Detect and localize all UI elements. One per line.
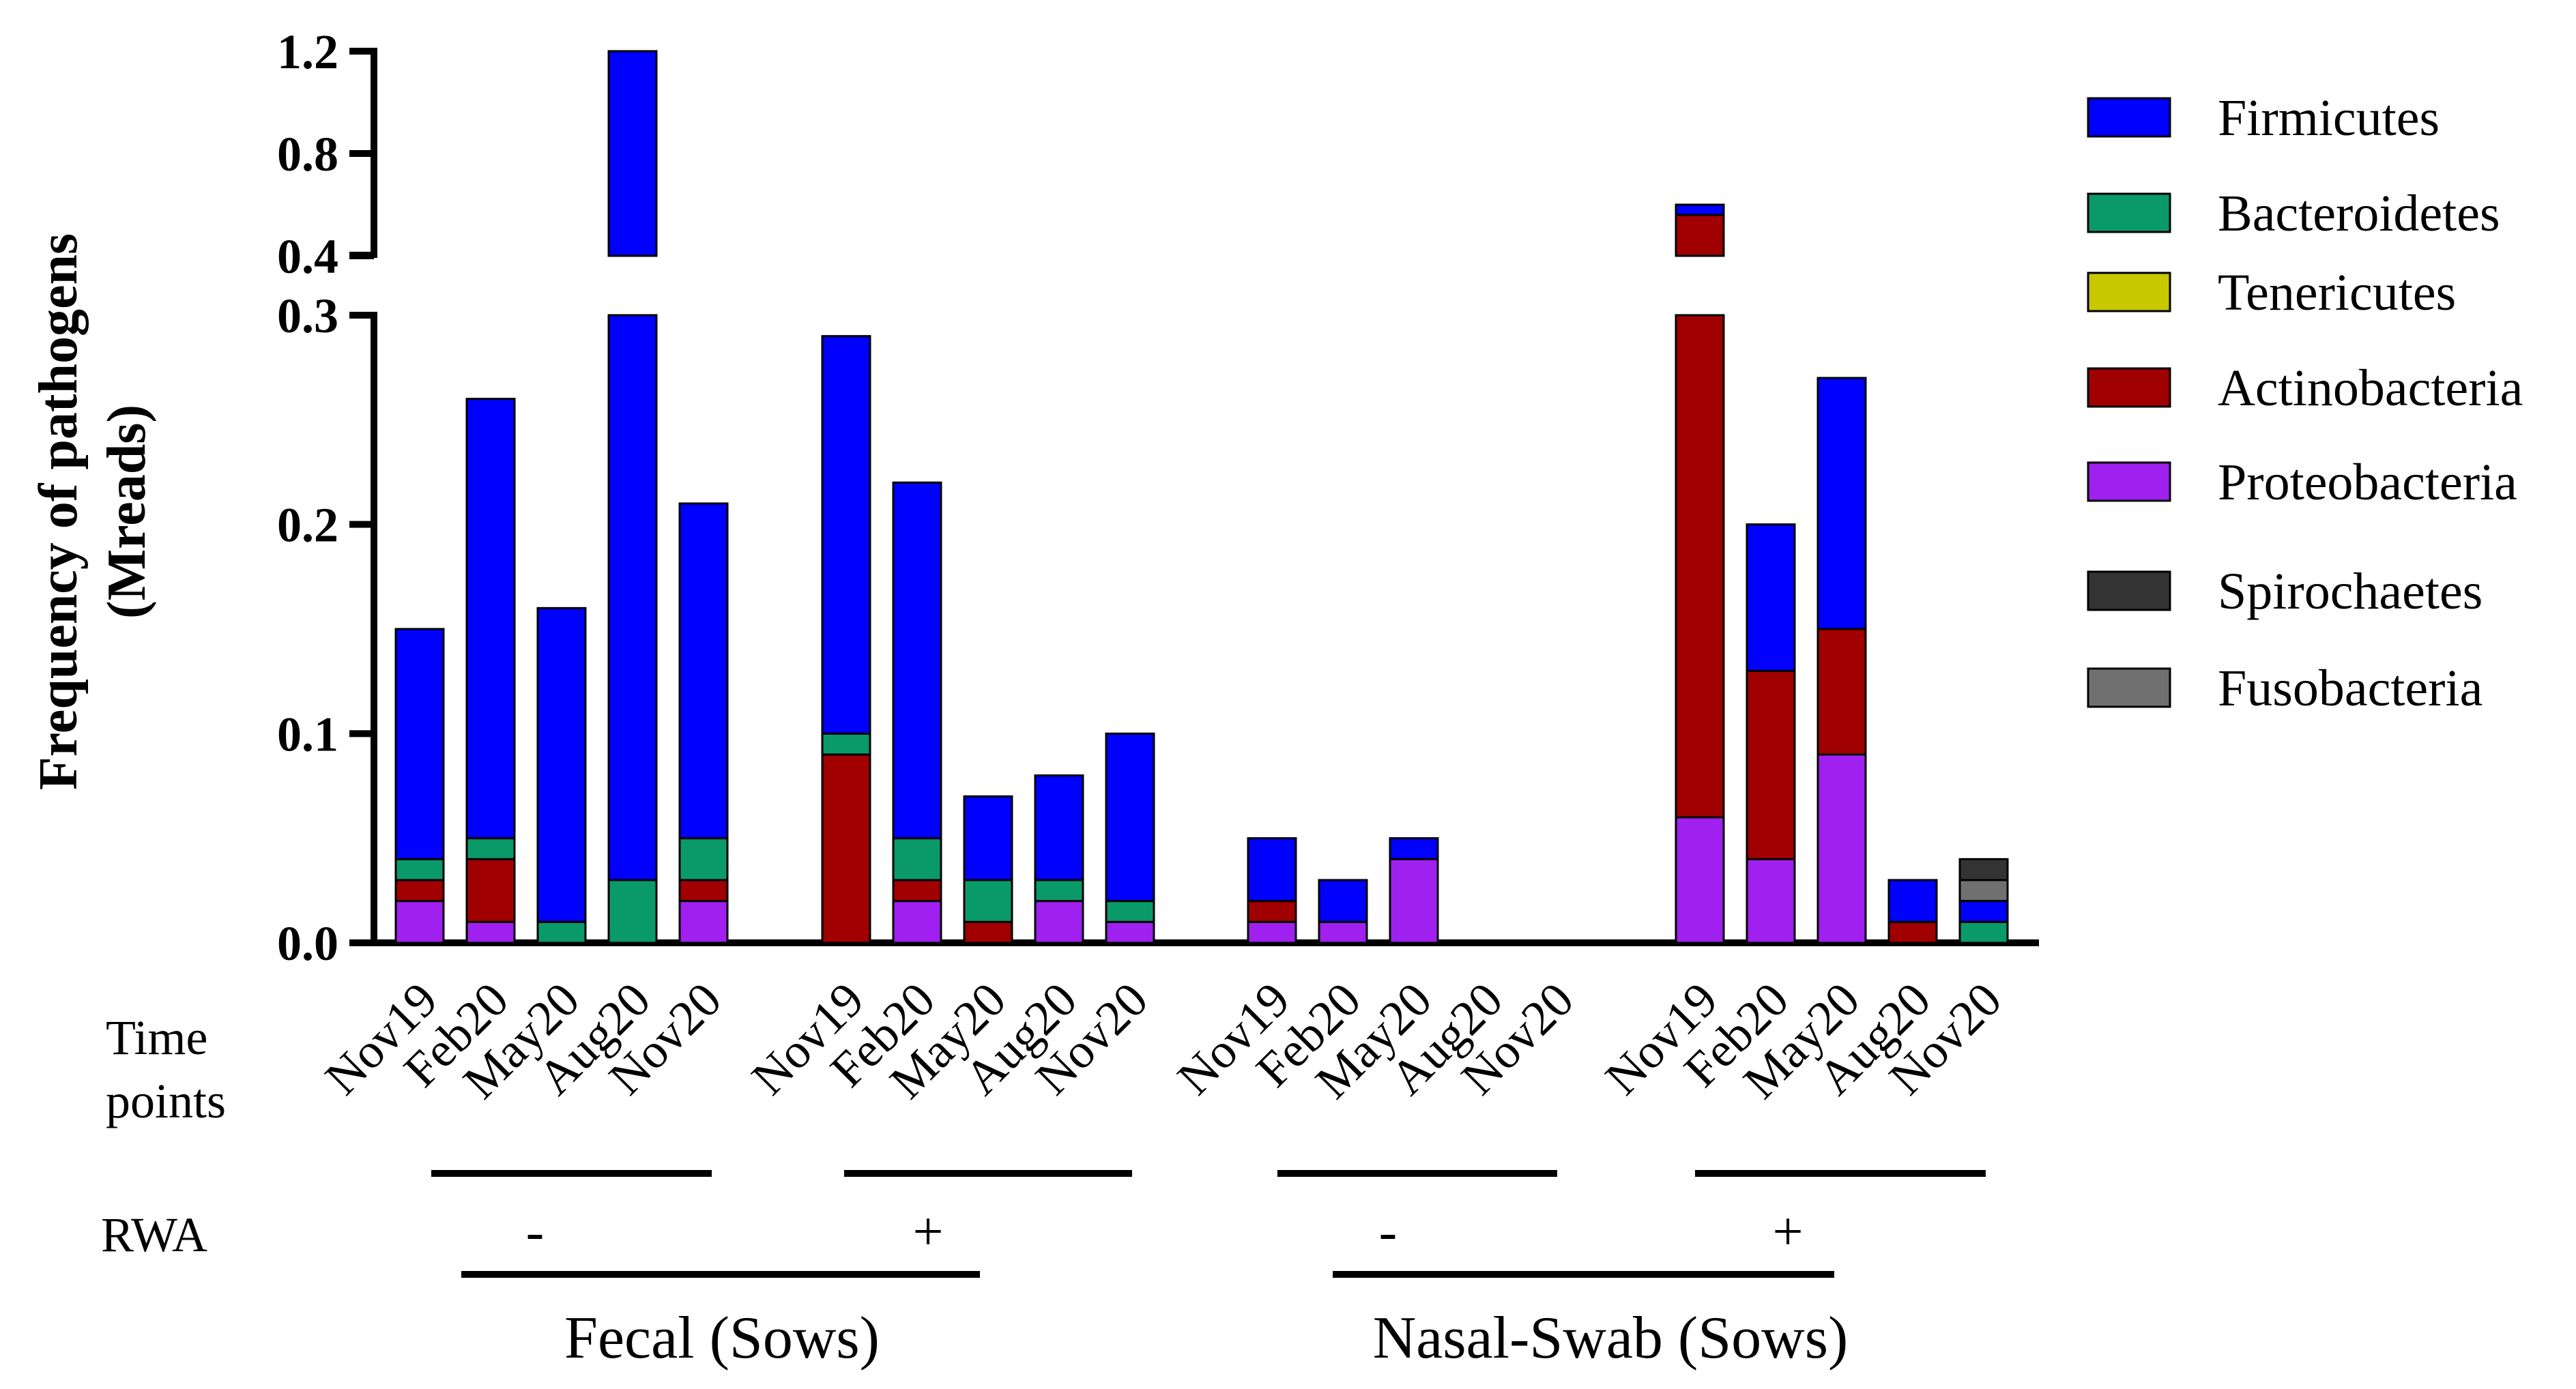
legend-swatch-actinobacteria — [2087, 367, 2171, 408]
legend-label-fusobacteria: Fusobacteria — [2218, 660, 2483, 717]
bar-segment-firmicutes-feb20 — [465, 398, 516, 840]
y-axis-label-line1: Frequency of pathogens — [29, 233, 89, 790]
legend-swatch-spirochaetes — [2087, 570, 2171, 611]
bar-segment-spirochaetes-nov20 — [1958, 858, 2009, 881]
bar-segment-proteobacteria-nov20 — [678, 900, 729, 944]
bar-segment-bacteroidetes-nov19 — [394, 858, 445, 881]
bar-segment-firmicutes-feb20 — [1746, 523, 1796, 672]
legend-swatch-firmicutes — [2087, 97, 2171, 138]
bar-segment-bacteroidetes-nov20 — [678, 837, 729, 881]
y-tick-label: 0.8 — [277, 127, 338, 181]
bar-segment-proteobacteria-feb20 — [1746, 858, 1796, 944]
y-tick-label: 0.4 — [277, 229, 338, 284]
legend-label-bacteroidetes: Bacteroidetes — [2218, 185, 2500, 242]
legend: Firmicutes Bacteroidetes Tenericutes Actino… — [2087, 89, 2523, 717]
bar-segment-actinobacteria-may20 — [1817, 628, 1867, 756]
bar-segment-proteobacteria-aug20 — [1034, 900, 1084, 944]
rwa-label: RWA — [101, 1208, 207, 1262]
bar-segment-actinobacteria-feb20 — [1746, 669, 1796, 860]
bar-segment-actinobacteria-may20 — [963, 920, 1013, 944]
bar-segment-bacteroidetes-nov20 — [1105, 900, 1155, 923]
bar-segment-bacteroidetes-nov20 — [1958, 920, 2009, 944]
bar-segment-proteobacteria-may20 — [1389, 858, 1439, 944]
rwa-sign-fecal-plus: + — [912, 1202, 943, 1262]
bar-segment-bacteroidetes-aug20 — [1034, 879, 1084, 903]
legend-swatch-tenericutes — [2087, 272, 2171, 312]
bar-segment-bacteroidetes-nov19 — [821, 732, 871, 756]
rwa-sign-nasal-plus: + — [1772, 1202, 1803, 1262]
legend-swatch-fusobacteria — [2087, 667, 2171, 708]
time-points-label-line2: points — [106, 1074, 226, 1128]
y-tick-label: 0.1 — [277, 707, 338, 761]
bar-segment-bacteroidetes-aug20 — [607, 879, 658, 944]
bar-segment-actinobacteria-feb20 — [892, 879, 942, 903]
bar-segment-proteobacteria-nov19 — [394, 900, 445, 944]
bar-segments — [394, 50, 2009, 944]
bar-segment-actinobacteria-nov19 — [1247, 900, 1297, 923]
bar-segment-actinobacteria-aug20 — [1887, 920, 1938, 944]
bar-segment-actinobacteria-feb20 — [465, 858, 516, 923]
legend-label-proteobacteria: Proteobacteria — [2218, 454, 2517, 511]
bar-segment-upper-firmicutes-nov19 — [1675, 203, 1725, 216]
bar-segment-actinobacteria-nov19 — [1675, 314, 1725, 819]
legend-label-spirochaetes: Spirochaetes — [2218, 563, 2483, 620]
bar-segment-proteobacteria-feb20 — [465, 920, 516, 944]
y-tick-label: 0.0 — [277, 916, 338, 971]
bar-segment-proteobacteria-feb20 — [892, 900, 942, 944]
sample-label-fecal: Fecal (Sows) — [564, 1305, 880, 1371]
y-tick-label: 0.2 — [277, 498, 338, 553]
bar-segment-bacteroidetes-feb20 — [465, 837, 516, 860]
bar-segment-actinobacteria-nov19 — [394, 879, 445, 903]
bar-segment-firmicutes-aug20 — [1034, 774, 1084, 881]
legend-label-tenericutes: Tenericutes — [2218, 264, 2456, 321]
bar-segment-firmicutes-may20 — [536, 606, 587, 923]
axes: 0.0 0.1 0.2 0.30.4 0.8 1.2 — [277, 25, 2039, 971]
bar-segment-firmicutes-nov19 — [1247, 837, 1297, 903]
bar-segment-firmicutes-nov20 — [678, 502, 729, 840]
bar-segment-firmicutes-nov20 — [1958, 900, 2009, 923]
bar-segment-firmicutes-nov20 — [1105, 732, 1155, 903]
time-points-label-line1: Time — [106, 1010, 207, 1065]
y-axis-label-line2: (Mreads) — [97, 405, 157, 619]
bar-segment-firmicutes-may20 — [963, 795, 1013, 881]
legend-label-actinobacteria: Actinobacteria — [2218, 360, 2523, 417]
bar-segment-bacteroidetes-may20 — [963, 879, 1013, 923]
legend-swatch-proteobacteria — [2087, 461, 2171, 502]
bar-segment-actinobacteria-nov20 — [678, 879, 729, 903]
rwa-sign-fecal-minus: - — [526, 1202, 545, 1262]
sample-label-nasal: Nasal-Swab (Sows) — [1373, 1305, 1849, 1371]
bar-segment-upper-actinobacteria-nov19 — [1675, 214, 1725, 257]
bar-segment-upper-firmicutes-aug20 — [607, 50, 658, 257]
bar-segment-proteobacteria-nov20 — [1105, 920, 1155, 944]
bar-segment-proteobacteria-nov19 — [1675, 816, 1725, 944]
bar-segment-firmicutes-feb20 — [1318, 879, 1368, 923]
y-tick-label: 0.3 — [277, 289, 338, 343]
bar-segment-firmicutes-aug20 — [1887, 879, 1938, 923]
bar-segment-fusobacteria-nov20 — [1958, 879, 2009, 903]
bar-segment-bacteroidetes-may20 — [536, 920, 587, 944]
bar-segment-firmicutes-nov19 — [821, 335, 871, 735]
bar-segment-proteobacteria-nov19 — [1247, 920, 1297, 944]
legend-swatch-bacteroidetes — [2087, 192, 2171, 233]
bar-segment-firmicutes-may20 — [1817, 377, 1867, 630]
bar-segment-firmicutes-may20 — [1389, 837, 1439, 860]
bar-segment-bacteroidetes-feb20 — [892, 837, 942, 881]
legend-label-firmicutes: Firmicutes — [2218, 89, 2440, 147]
bar-segment-actinobacteria-nov19 — [821, 753, 871, 944]
bar-segment-firmicutes-aug20 — [607, 314, 658, 881]
bar-segment-firmicutes-feb20 — [892, 481, 942, 840]
bar-segment-proteobacteria-may20 — [1817, 753, 1867, 944]
bar-segment-proteobacteria-feb20 — [1318, 920, 1368, 944]
rwa-sign-nasal-minus: - — [1379, 1202, 1398, 1262]
bar-segment-firmicutes-nov19 — [394, 628, 445, 860]
y-tick-label: 1.2 — [277, 25, 338, 79]
